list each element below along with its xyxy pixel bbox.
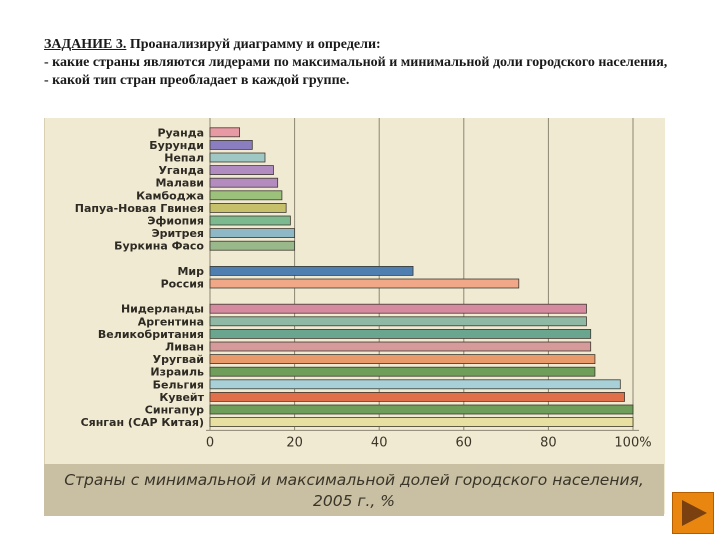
category-label: Сингапур (145, 404, 204, 417)
task-question-2: - какой тип стран преобладает в каждой г… (44, 73, 350, 88)
bar (209, 354, 596, 365)
chart-caption: Страны с минимальной и максимальной доле… (44, 470, 664, 512)
task-heading: ЗАДАНИЕ 3. Проанализируй диаграмму и опр… (44, 36, 684, 54)
category-label: Камбоджа (136, 189, 204, 202)
bar (209, 379, 621, 390)
category-label: Ливан (165, 341, 204, 354)
category-label: Уругвай (153, 353, 204, 366)
category-label: Буркина Фасо (114, 240, 204, 253)
category-label: Бельгия (153, 378, 204, 391)
bar (209, 240, 295, 251)
category-label: Эритрея (152, 227, 204, 240)
bar (209, 215, 291, 226)
chart-caption-line-2: 2005 г., % (312, 492, 396, 510)
urban-population-bar-chart: РуандаБурундиНепалУгандаМалавиКамбоджаПа… (75, 118, 652, 450)
bar (209, 303, 587, 314)
category-label: Папуа-Новая Гвинея (75, 202, 204, 215)
bar (209, 366, 596, 377)
category-label: Мир (177, 265, 204, 278)
category-label: Руанда (157, 126, 204, 139)
category-label: Израиль (150, 366, 204, 379)
bar (209, 152, 266, 163)
bar (209, 265, 414, 276)
task-text: ЗАДАНИЕ 3. Проанализируй диаграмму и опр… (44, 36, 684, 90)
x-tick-label: 40 (371, 435, 388, 450)
bar (209, 328, 592, 339)
x-tick-label: 80 (540, 435, 557, 450)
bar (209, 165, 274, 175)
chart-area: Руанда Бурунди Непал Уганда Малави Камбоджа Па… (44, 118, 665, 514)
bar (209, 316, 587, 327)
bar (209, 391, 625, 402)
bar (209, 341, 592, 352)
bar (209, 127, 241, 138)
x-tick-label: 20 (286, 435, 303, 450)
category-label: Сянган (САР Китая) (81, 416, 204, 429)
bar (209, 177, 279, 188)
next-slide-button[interactable] (672, 492, 714, 534)
x-tick-label: 100% (614, 435, 651, 450)
bar (209, 203, 287, 213)
x-tick-label: 0 (206, 435, 214, 450)
bar (209, 417, 634, 428)
bar (209, 278, 520, 289)
chart-caption-line-1: Страны с минимальной и максимальной доле… (64, 471, 644, 489)
category-label: Кувейт (159, 391, 204, 404)
play-arrow-icon (682, 500, 707, 526)
bar (209, 228, 295, 238)
category-label: Непал (164, 152, 204, 165)
category-label: Нидерланды (121, 303, 204, 316)
task-intro: Проанализируй диаграмму и определи: (126, 37, 381, 52)
category-label: Бурунди (149, 139, 204, 152)
task-title: ЗАДАНИЕ 3. (44, 37, 127, 52)
x-tick-label: 60 (456, 435, 473, 450)
category-label: Великобритания (98, 328, 204, 341)
bar (209, 404, 634, 415)
category-label: Малави (155, 177, 204, 190)
bar (209, 190, 283, 201)
category-label: Эфиопия (147, 215, 204, 228)
category-label: Аргентина (138, 315, 204, 328)
category-label: Россия (161, 278, 204, 291)
task-question-1: - какие страны являются лидерами по макс… (44, 55, 668, 70)
bar (209, 139, 253, 150)
category-label: Уганда (158, 164, 204, 177)
chart-caption-band: Страны с минимальной и максимальной доле… (44, 464, 664, 516)
